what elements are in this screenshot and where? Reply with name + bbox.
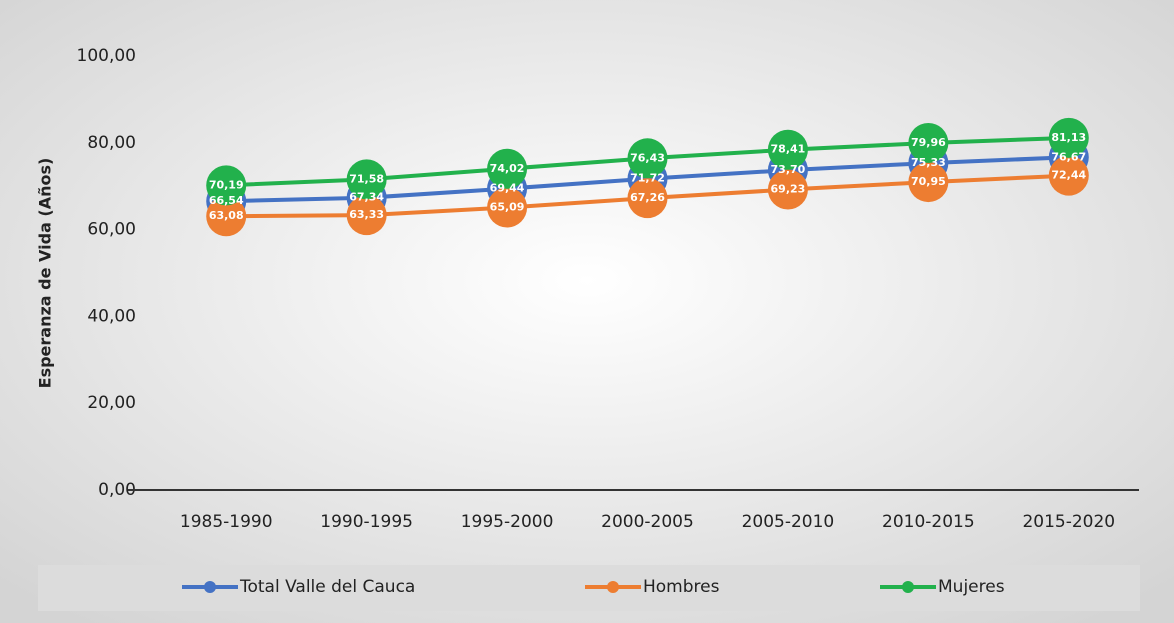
data-label: 76,67 (1051, 150, 1086, 163)
x-tick-label: 2005-2010 (742, 512, 835, 532)
data-label: 75,33 (911, 156, 946, 169)
marker (767, 169, 808, 210)
data-label: 74,02 (490, 162, 525, 175)
marker (627, 178, 668, 219)
x-tick-label: 1985-1990 (180, 512, 273, 532)
legend-label: Mujeres (938, 577, 1005, 597)
data-label: 69,44 (490, 182, 525, 195)
marker (206, 196, 247, 237)
y-tick-label: 60,00 (87, 220, 136, 240)
legend-label: Hombres (643, 577, 720, 597)
y-tick-label: 20,00 (87, 393, 136, 413)
data-label: 63,33 (349, 208, 384, 221)
data-label: 79,96 (911, 136, 946, 149)
data-label: 71,72 (630, 172, 665, 185)
marker (908, 122, 949, 163)
data-label: 70,19 (209, 178, 244, 191)
data-label: 76,43 (630, 151, 665, 164)
marker (487, 187, 528, 228)
data-label: 78,41 (771, 143, 806, 156)
marker (346, 159, 387, 200)
marker (1048, 155, 1089, 196)
legend-marker (902, 581, 914, 593)
data-label: 72,44 (1051, 169, 1086, 182)
y-tick-label: 80,00 (87, 133, 136, 153)
x-tick-label: 2000-2005 (601, 512, 694, 532)
y-tick-label: 0,00 (98, 480, 136, 500)
marker (206, 165, 247, 206)
data-label: 81,13 (1051, 131, 1086, 144)
legend-label: Total Valle del Cauca (239, 577, 415, 597)
x-tick-label: 2010-2015 (882, 512, 975, 532)
y-axis-title: Esperanza de Vida (Años) (36, 158, 55, 389)
data-label: 73,70 (771, 163, 806, 176)
marker (1048, 117, 1089, 158)
legend-marker (607, 581, 619, 593)
marker (346, 195, 387, 236)
data-label: 66,54 (209, 194, 244, 207)
marker (908, 162, 949, 203)
marker (767, 129, 808, 170)
data-label: 63,08 (209, 209, 244, 222)
y-tick-label: 100,00 (77, 46, 136, 66)
x-tick-label: 1990-1995 (320, 512, 413, 532)
data-label: 67,26 (630, 191, 665, 204)
legend-marker (204, 581, 216, 593)
x-tick-label: 2015-2020 (1022, 512, 1115, 532)
y-tick-label: 40,00 (87, 306, 136, 326)
data-label: 71,58 (349, 172, 384, 185)
x-tick-label: 1995-2000 (461, 512, 554, 532)
data-label: 67,34 (349, 191, 384, 204)
marker (487, 148, 528, 189)
data-label: 70,95 (911, 175, 946, 188)
data-label: 69,23 (771, 183, 806, 196)
marker (627, 138, 668, 179)
data-label: 65,09 (490, 201, 525, 214)
